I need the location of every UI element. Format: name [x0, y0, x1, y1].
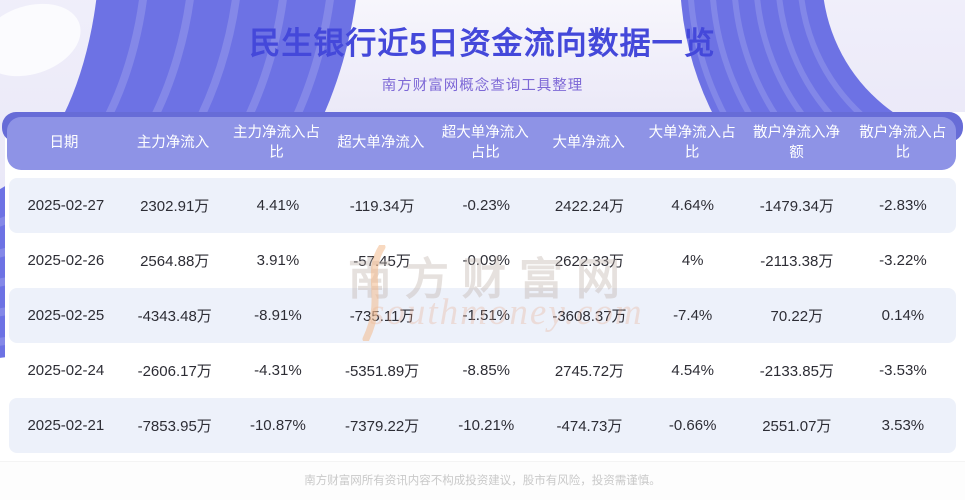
cell-date: 2025-02-26	[27, 252, 105, 269]
cell-xl-order-net-inflow: -7379.22万	[344, 418, 420, 435]
cell-large-order-net-inflow: -474.73万	[556, 418, 623, 435]
cell-xl-order-net-inflow-pct: -10.21%	[458, 417, 515, 434]
column-header-main-net-inflow: 主力净流入	[136, 134, 210, 151]
table-row: 2025-02-27 2302.91万 4.41% -119.34万 -0.23…	[9, 178, 956, 233]
header-text: 民生银行近5日资金流向数据一览 南方财富网概念查询工具整理	[0, 0, 965, 95]
cell-main-net-inflow-pct: 4.41%	[256, 197, 300, 214]
cell-retail-net-inflow-pct: 0.14%	[881, 307, 925, 324]
cell-xl-order-net-inflow-pct: -1.51%	[462, 307, 510, 324]
column-header-large-order-net-inflow: 大单净流入	[552, 134, 625, 151]
cell-xl-order-net-inflow: -57.45万	[353, 253, 411, 270]
cell-xl-order-net-inflow-pct: -8.85%	[462, 362, 510, 379]
cell-main-net-inflow-pct: -4.31%	[254, 362, 302, 379]
cell-xl-order-net-inflow: -5351.89万	[344, 363, 420, 380]
page-subtitle: 南方财富网概念查询工具整理	[381, 78, 584, 94]
cell-main-net-inflow-pct: 3.91%	[256, 252, 300, 269]
cell-date: 2025-02-24	[27, 362, 105, 379]
column-header-xl-order-net-inflow-pct: 超大单净流入占比	[441, 124, 529, 161]
cell-main-net-inflow: 2302.91万	[140, 198, 210, 215]
table-row: 2025-02-26 2564.88万 3.91% -57.45万 -0.09%…	[9, 233, 956, 288]
cell-xl-order-net-inflow: -119.34万	[349, 198, 415, 215]
cell-large-order-net-inflow: -3608.37万	[552, 308, 627, 325]
cell-date: 2025-02-25	[27, 307, 105, 324]
column-header-retail-net-inflow-pct: 散户净流入占比	[859, 124, 947, 161]
cell-main-net-inflow: -7853.95万	[137, 418, 212, 435]
cell-main-net-inflow: 2564.88万	[140, 253, 210, 270]
cell-large-order-net-inflow-pct: -0.66%	[668, 417, 717, 434]
column-header-retail-net-inflow: 散户净流入净额	[753, 124, 840, 161]
cell-retail-net-inflow: -2133.85万	[759, 363, 834, 380]
cell-retail-net-inflow-pct: -3.53%	[879, 362, 927, 379]
cell-large-order-net-inflow-pct: 4.54%	[671, 362, 714, 379]
cell-date: 2025-02-27	[27, 197, 105, 214]
cell-main-net-inflow: -2606.17万	[137, 363, 212, 380]
cell-large-order-net-inflow-pct: 4.64%	[671, 197, 714, 214]
column-header-xl-order-net-inflow: 超大单净流入	[337, 134, 425, 151]
cell-retail-net-inflow: -2113.38万	[760, 253, 834, 270]
cell-retail-net-inflow-pct: -2.83%	[879, 197, 927, 214]
cell-large-order-net-inflow: 2745.72万	[554, 363, 625, 380]
page-title: 民生银行近5日资金流向数据一览	[249, 26, 716, 61]
cell-retail-net-inflow-pct: 3.53%	[881, 417, 925, 434]
column-header-date: 日期	[49, 134, 79, 151]
cell-large-order-net-inflow-pct: -7.4%	[673, 307, 713, 324]
table-header-row: 日期 主力净流入 主力净流入占比 超大单净流入 超大单净流入占比 大单净流入 大…	[7, 117, 956, 170]
cell-main-net-inflow: -4343.48万	[137, 308, 212, 325]
cell-main-net-inflow-pct: -10.87%	[249, 417, 306, 434]
cell-retail-net-inflow: 2551.07万	[762, 418, 832, 435]
column-header-main-net-inflow-pct: 主力净流入占比	[232, 124, 320, 161]
cell-main-net-inflow-pct: -8.91%	[254, 307, 302, 324]
table-row: 2025-02-21 -7853.95万 -10.87% -7379.22万 -…	[9, 398, 956, 453]
footer-disclaimer: 南方财富网所有资讯内容不构成投资建议，股市有风险，投资需谨慎。	[0, 461, 965, 500]
cell-date: 2025-02-21	[27, 417, 105, 434]
cell-large-order-net-inflow: 2422.24万	[554, 198, 625, 215]
table-row: 2025-02-25 -4343.48万 -8.91% -735.11万 -1.…	[9, 288, 956, 343]
table-row: 2025-02-24 -2606.17万 -4.31% -5351.89万 -8…	[9, 343, 956, 398]
cell-retail-net-inflow: 70.22万	[770, 308, 824, 325]
cell-xl-order-net-inflow-pct: -0.23%	[462, 197, 510, 214]
cell-large-order-net-inflow-pct: 4%	[681, 252, 704, 269]
cell-retail-net-inflow: -1479.34万	[759, 198, 834, 215]
table-body: 2025-02-27 2302.91万 4.41% -119.34万 -0.23…	[9, 178, 956, 453]
cell-retail-net-inflow-pct: -3.22%	[879, 252, 927, 269]
column-header-large-order-net-inflow-pct: 大单净流入占比	[648, 124, 736, 161]
cell-xl-order-net-inflow: -735.11万	[349, 308, 415, 325]
cell-large-order-net-inflow: 2622.33万	[554, 253, 625, 270]
cell-xl-order-net-inflow-pct: -0.09%	[462, 252, 510, 269]
